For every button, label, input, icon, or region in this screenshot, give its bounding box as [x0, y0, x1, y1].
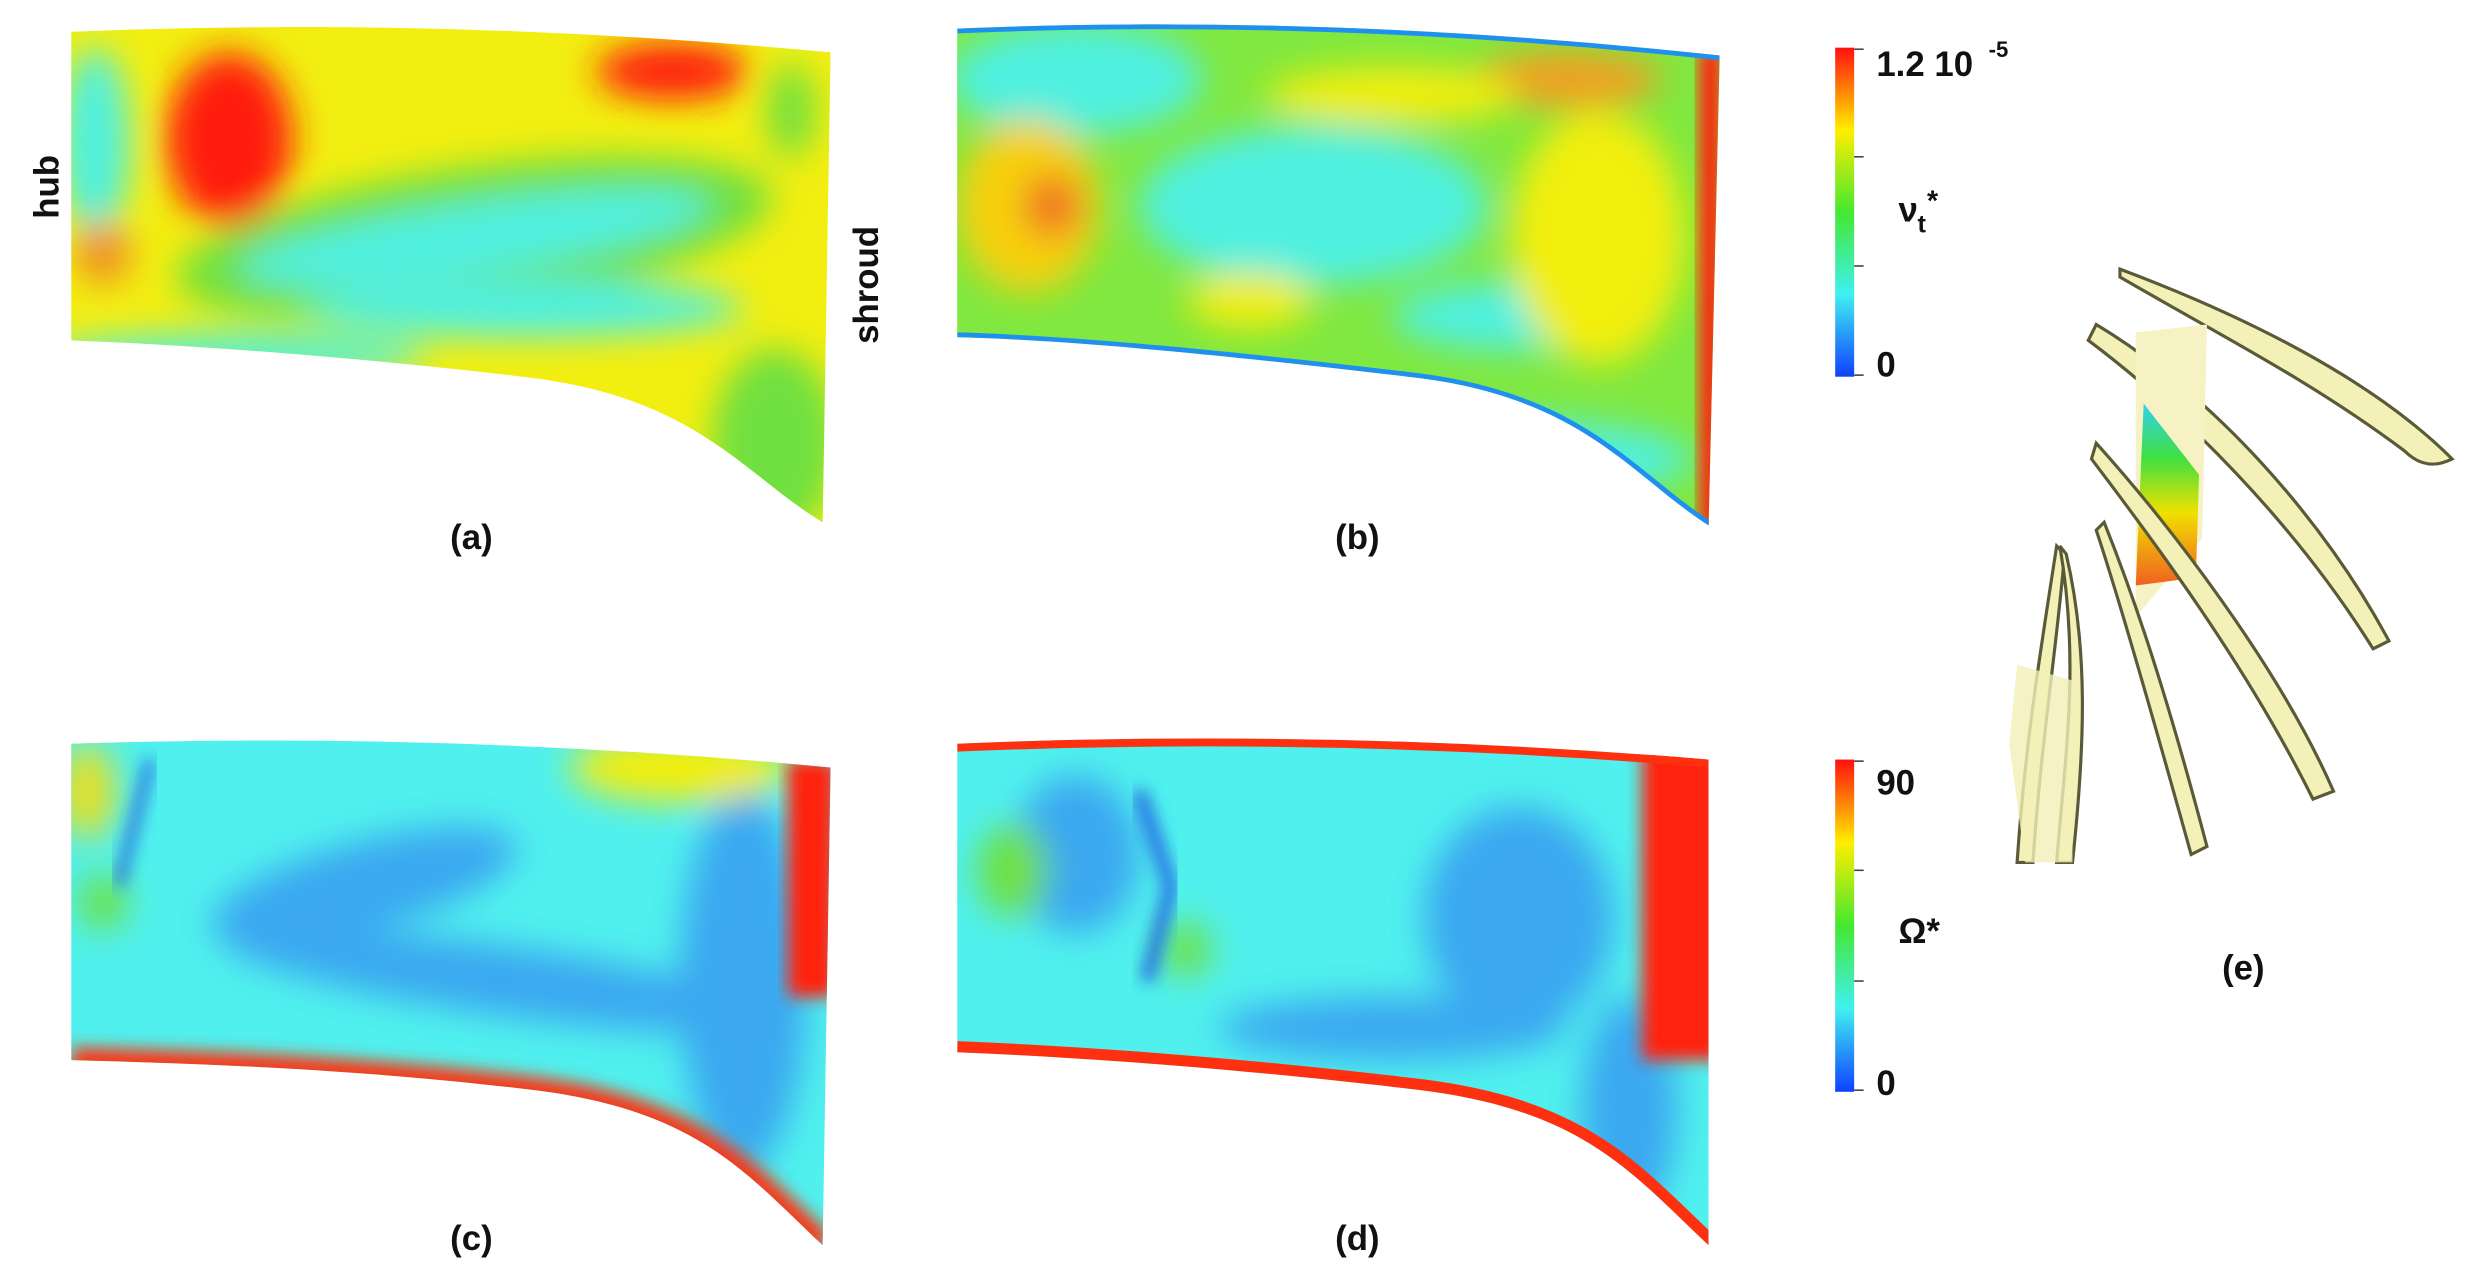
contour-shape	[2094, 519, 2209, 857]
contour-shape	[71, 743, 116, 839]
contour-shape	[1313, 419, 1693, 499]
colorbar-subscript: t	[1917, 211, 1926, 239]
contour-shape	[957, 738, 1709, 768]
colorbar	[1835, 47, 1855, 377]
contour-shape	[2089, 440, 2336, 802]
contour-shape	[787, 759, 831, 997]
contour-shape	[957, 24, 1203, 135]
contour-d	[957, 738, 1709, 1246]
side-label: shroud	[847, 226, 886, 344]
contour-shape	[1471, 50, 1662, 108]
colorbar-superscript: *	[1927, 186, 1939, 218]
contour-shape	[71, 740, 807, 1171]
contour-a	[71, 27, 831, 523]
contour-shape	[1023, 174, 1081, 238]
side-label: hub	[28, 155, 67, 219]
colorbar-ticks	[1854, 48, 1864, 1092]
contour-shape	[1510, 110, 1685, 365]
contour-shape	[1642, 743, 1709, 1061]
panel-label: (c)	[450, 1219, 493, 1258]
panel-label: (a)	[450, 518, 493, 557]
contour-shape	[74, 221, 132, 285]
contour-shape	[71, 333, 428, 379]
colorbar-min: 0	[1876, 1064, 1895, 1103]
contour-shape	[2009, 664, 2073, 863]
colorbar-symbol: ν	[1898, 191, 1917, 230]
contour-shape	[680, 791, 807, 1171]
colorbar-max-exponent: -5	[1989, 37, 2009, 62]
colorbar-max: 1.2 10	[1876, 45, 1973, 84]
contour-shape	[1699, 47, 1720, 526]
contour-shape	[1012, 775, 1140, 934]
contour-shape	[2118, 266, 2455, 466]
contour-shape	[71, 47, 130, 238]
contour-c	[71, 740, 831, 1246]
contour-shape	[1139, 126, 1488, 285]
contour-shape	[239, 189, 710, 286]
contour-shape	[977, 822, 1048, 918]
contour-shape	[1162, 920, 1211, 978]
contour-shape	[1218, 996, 1567, 1061]
colorbar	[1835, 759, 1855, 1092]
panel-label: (d)	[1335, 1219, 1379, 1258]
contour-shape	[596, 42, 749, 100]
contour-shape	[1133, 789, 1178, 983]
contour-shape	[210, 826, 518, 946]
contour-shape	[767, 63, 815, 159]
colorbar-max: 90	[1876, 763, 1915, 802]
contour-shape	[224, 928, 789, 1034]
contour-shape	[711, 348, 831, 523]
contour-shape	[1186, 272, 1314, 330]
colorbar-symbol: Ω*	[1898, 912, 1940, 951]
contour-shape	[300, 280, 744, 338]
panel-label: (e)	[2222, 948, 2265, 987]
contour-shape	[1265, 66, 1519, 124]
contour-shape	[79, 873, 127, 931]
contour-b	[957, 24, 1720, 526]
contour-shape	[166, 52, 293, 227]
contour-shape	[957, 24, 1720, 61]
contour-shape	[569, 740, 792, 803]
panel-label: (b)	[1335, 518, 1379, 557]
contour-shape	[1423, 807, 1614, 1029]
colorbar-min: 0	[1876, 346, 1895, 385]
blade-view	[2009, 266, 2455, 864]
contour-shape	[114, 758, 155, 888]
